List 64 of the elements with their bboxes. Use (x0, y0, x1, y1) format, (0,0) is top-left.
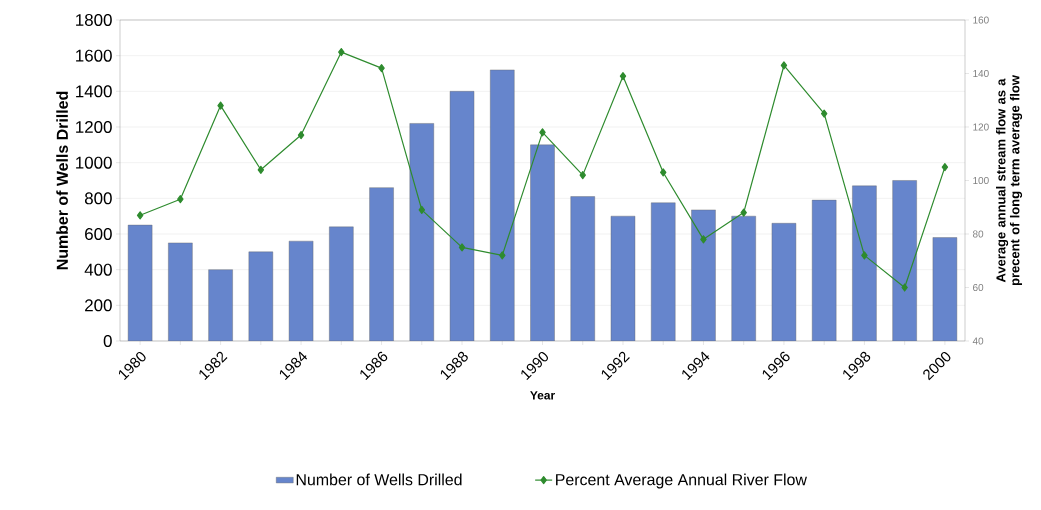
y-tick-label: 1400 (76, 85, 112, 98)
bar (771, 223, 797, 341)
point (499, 251, 506, 260)
y-axis-title: Number of Wells Drilled (56, 91, 68, 270)
bar (329, 226, 354, 341)
bar (409, 123, 434, 341)
point (579, 171, 586, 180)
bar (651, 202, 676, 341)
point (177, 195, 184, 204)
bar (932, 237, 958, 341)
y2-tick-label: 140 (973, 69, 989, 78)
point (458, 243, 466, 252)
y-tick-label: 200 (85, 299, 112, 312)
legend-label: Number of Wells Drilled (296, 473, 462, 486)
y-tick-label: 600 (85, 228, 112, 240)
y-tick-label: 1000 (76, 156, 112, 169)
y2-tick-label: 40 (972, 337, 984, 345)
y-tick-label: 1600 (76, 49, 112, 62)
y-tick-label: 800 (84, 192, 112, 205)
bar (731, 215, 756, 341)
point (740, 208, 747, 217)
point (217, 101, 224, 110)
y2-tick-label: 60 (973, 283, 984, 292)
point (338, 48, 345, 57)
point (820, 109, 828, 118)
bar (288, 240, 314, 341)
bar (892, 180, 917, 341)
bar (369, 187, 394, 341)
point (700, 235, 707, 244)
point (619, 72, 627, 81)
y2-tick-label: 100 (973, 176, 989, 185)
point (539, 128, 546, 137)
bar (248, 251, 274, 341)
bar (811, 199, 837, 341)
point (941, 163, 949, 172)
point (297, 130, 305, 140)
point (257, 165, 265, 174)
bar (208, 269, 233, 341)
y-tick-label: 0 (103, 335, 112, 347)
y-tick-label: 400 (84, 263, 112, 276)
bar (691, 209, 716, 341)
point (901, 283, 908, 292)
bar (127, 224, 153, 341)
point (418, 205, 426, 215)
point (861, 251, 868, 260)
x-axis-title: Year (530, 391, 555, 400)
point (136, 211, 144, 220)
bar (530, 144, 555, 341)
y2-tick-label: 120 (973, 123, 989, 131)
legend-label: Percent Average Annual River Flow (556, 473, 807, 489)
bar (852, 185, 877, 341)
point (378, 64, 385, 73)
y2-tick-label: 160 (973, 16, 989, 24)
y2-tick-label: 80 (972, 230, 984, 238)
bar (570, 196, 595, 341)
point (780, 61, 788, 70)
y2-axis-title: Average annual stream flow as a precent of long term average flow (995, 75, 1023, 286)
bar (168, 242, 193, 341)
bar (449, 91, 475, 341)
y-tick-label: 1200 (76, 121, 112, 133)
y-tick-label: 1800 (76, 14, 112, 26)
bar (490, 69, 515, 341)
point (660, 168, 667, 177)
bar (610, 215, 636, 341)
